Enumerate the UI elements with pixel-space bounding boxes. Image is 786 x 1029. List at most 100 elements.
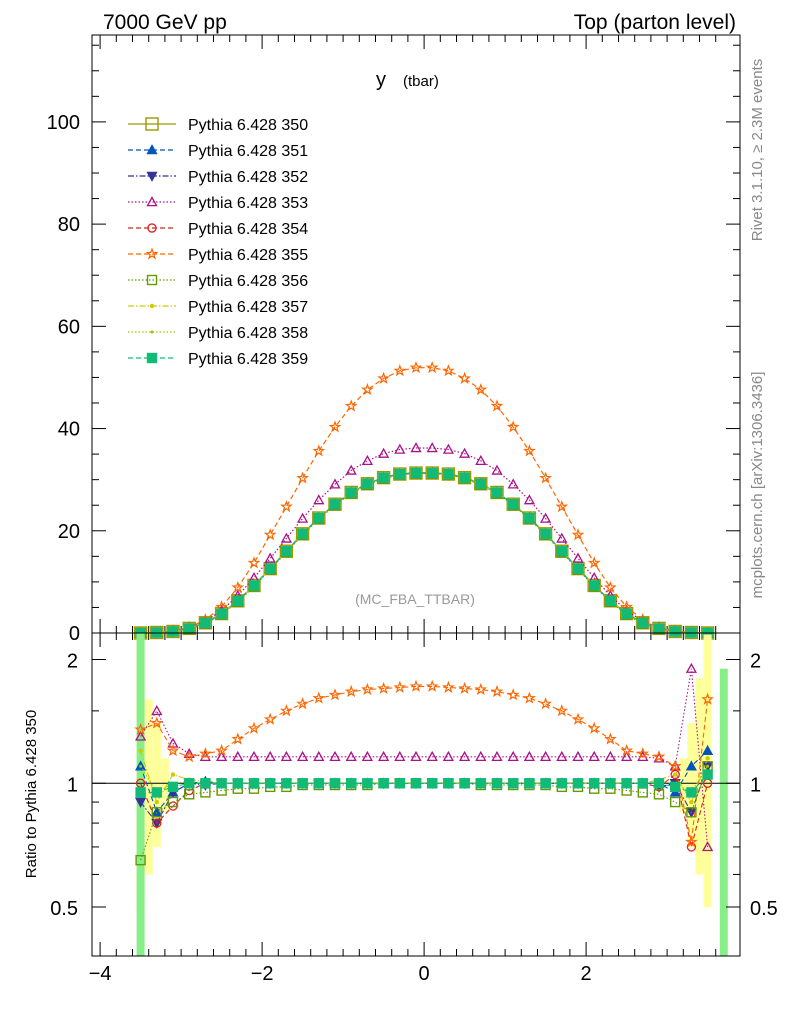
legend-label: Pythia 6.428 352 xyxy=(188,169,308,186)
ratio-point xyxy=(458,681,472,694)
legend-marker xyxy=(149,303,155,309)
ratio-point xyxy=(669,760,681,771)
uncertainty-band xyxy=(695,678,704,875)
data-point xyxy=(539,512,552,523)
ratio-point xyxy=(589,778,600,789)
ratio-point xyxy=(524,778,535,789)
ratio-point xyxy=(410,750,422,762)
ratio-point xyxy=(459,778,470,789)
ratio-point xyxy=(139,764,143,768)
ratio-point xyxy=(248,778,260,789)
legend-entry: Pythia 6.428 359 xyxy=(128,351,308,368)
data-point xyxy=(524,512,535,524)
y-tick-label: 0 xyxy=(69,623,80,645)
ratio-point xyxy=(215,750,228,762)
ratio-point xyxy=(232,750,244,762)
ratio-point xyxy=(328,688,342,701)
data-point xyxy=(329,499,341,510)
x-tick-label: 2 xyxy=(581,963,592,985)
ratio-point xyxy=(135,854,146,866)
ratio-point xyxy=(491,750,503,762)
ratio-point xyxy=(134,797,147,808)
data-point xyxy=(475,478,486,489)
ratio-point xyxy=(701,692,714,705)
data-point xyxy=(686,627,697,638)
ratio-point xyxy=(442,680,455,693)
data-point xyxy=(653,623,665,634)
data-point xyxy=(410,442,422,453)
legend-marker xyxy=(146,196,158,207)
ratio-point xyxy=(556,778,567,789)
data-point xyxy=(603,580,617,593)
ratio-point xyxy=(637,778,648,789)
ratio-point xyxy=(587,721,601,734)
legend-entry: Pythia 6.428 355 xyxy=(128,247,308,264)
ratio-point xyxy=(475,750,487,762)
ratio-point xyxy=(346,778,357,789)
data-point xyxy=(474,383,488,396)
ratio-point xyxy=(134,722,147,736)
ratio-point xyxy=(393,680,407,693)
uncertainty-band xyxy=(719,668,728,956)
ratio-point xyxy=(312,691,326,704)
ratio-point xyxy=(216,778,227,789)
legend-marker xyxy=(146,144,158,155)
ratio-point xyxy=(572,778,584,789)
ratio-point xyxy=(329,750,341,762)
ratio-point xyxy=(539,750,552,762)
ratio-point xyxy=(701,841,714,852)
data-point xyxy=(344,399,358,412)
header-left-label: 7000 GeV pp xyxy=(103,11,227,34)
legend-marker xyxy=(150,330,154,334)
data-point xyxy=(409,361,423,374)
data-point xyxy=(346,487,357,498)
uncertainty-band xyxy=(679,758,688,813)
legend-label: Pythia 6.428 358 xyxy=(188,325,308,342)
ratio-point xyxy=(361,750,374,762)
uncertainty-band xyxy=(687,723,696,847)
ratio-point xyxy=(410,778,422,789)
ratio-point xyxy=(200,778,211,789)
ratio-point xyxy=(151,705,163,716)
ratio-point xyxy=(605,778,616,789)
ratio-point xyxy=(394,778,405,789)
legend-entry: Pythia 6.428 353 xyxy=(128,195,308,212)
legend-label: Pythia 6.428 357 xyxy=(188,299,308,316)
ratio-point xyxy=(705,756,710,761)
data-point xyxy=(360,383,374,396)
data-point xyxy=(491,487,503,498)
ratio-point xyxy=(151,807,163,818)
x-tick-label: 0 xyxy=(419,963,430,985)
ratio-point xyxy=(183,778,195,789)
ratio-point xyxy=(265,778,276,789)
ratio-point xyxy=(523,750,536,762)
ratio-point xyxy=(232,778,244,789)
ratio-point xyxy=(182,750,196,763)
ratio-point xyxy=(150,716,164,729)
analysis-watermark: (MC_FBA_TTBAR) xyxy=(355,591,475,607)
legend-entry: Pythia 6.428 350 xyxy=(128,117,308,134)
data-point xyxy=(458,447,471,458)
plot-title-subscript: (tbar) xyxy=(403,73,439,90)
data-point xyxy=(183,623,195,634)
data-point xyxy=(394,468,405,480)
ratio-y-tick-label-right: 0.5 xyxy=(750,898,778,920)
ratio-point xyxy=(345,750,357,762)
legend-marker xyxy=(146,352,158,364)
ratio-y-tick-label-right: 1 xyxy=(750,774,761,796)
ratio-point xyxy=(620,750,633,762)
data-point xyxy=(248,580,260,591)
data-point xyxy=(264,552,276,563)
ratio-point xyxy=(555,704,569,717)
ratio-point xyxy=(571,712,585,725)
ratio-point xyxy=(620,743,634,757)
ratio-point xyxy=(154,799,159,805)
mcplots-citation-label: mcplots.cern.ch [arXiv:1306.3436] xyxy=(749,372,766,599)
ratio-point xyxy=(344,684,358,698)
ratio-point xyxy=(685,760,698,771)
ratio-point xyxy=(280,750,293,762)
data-point xyxy=(394,443,406,454)
legend-entry: Pythia 6.428 351 xyxy=(128,143,308,160)
